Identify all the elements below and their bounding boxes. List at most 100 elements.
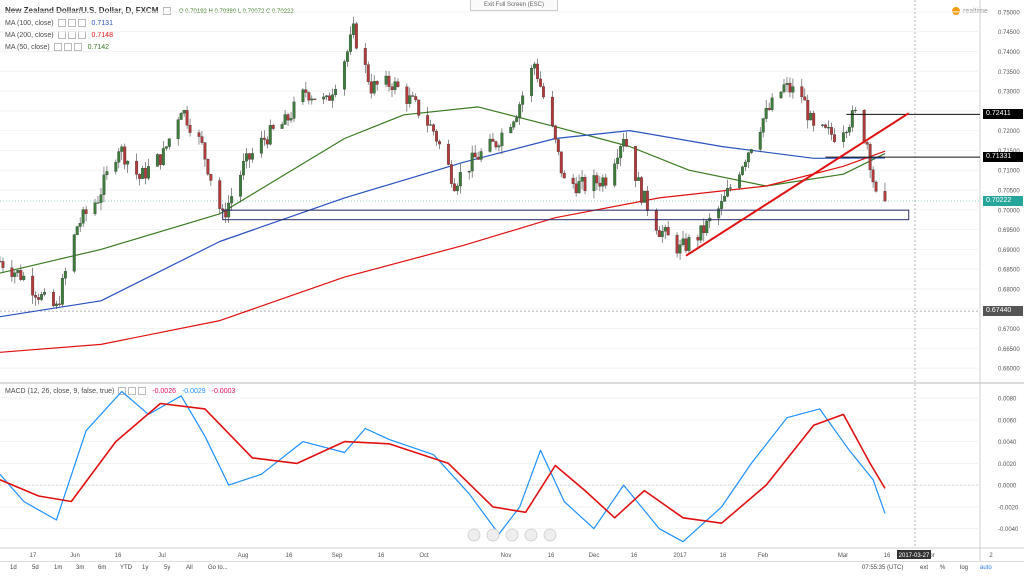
exit-fullscreen-button[interactable]: Exit Full Screen (ESC) <box>470 0 558 11</box>
time-tick-label: Sep <box>332 553 343 559</box>
candle-down <box>206 158 210 175</box>
chart-canvas[interactable]: 0.750000.745000.740000.735000.730000.725… <box>0 0 1024 561</box>
candle-up <box>72 234 76 272</box>
drawings[interactable] <box>222 112 980 257</box>
ma50-value: 0.7142 <box>87 43 110 51</box>
gear-icon[interactable] <box>128 387 137 395</box>
close-icon[interactable] <box>73 43 82 51</box>
eye-icon[interactable] <box>53 43 62 51</box>
candle-up <box>518 104 522 118</box>
candle-down <box>438 141 441 145</box>
ma200-line <box>0 150 886 353</box>
ma100-line <box>0 130 886 318</box>
candle-up <box>497 145 501 148</box>
candle-down <box>369 81 373 94</box>
candle-down <box>803 96 807 101</box>
timeframe-button[interactable]: 5y <box>164 565 171 571</box>
ma50-label: MA (50, close) <box>5 43 50 51</box>
candle-down <box>542 86 545 98</box>
candle-down <box>874 181 878 192</box>
grid <box>0 0 1024 561</box>
scale-option-button[interactable]: % <box>940 565 946 571</box>
macd-tick-label: 0.0080 <box>998 397 1017 403</box>
time-tick-label: Aug <box>238 553 249 559</box>
candle-up <box>720 201 724 209</box>
candle-up <box>322 96 326 100</box>
ma200-label: MA (200, close) <box>5 31 54 39</box>
scale-option-button[interactable]: ext <box>920 565 929 571</box>
candle-up <box>764 108 768 119</box>
candle-down <box>574 183 578 194</box>
candle-up <box>743 161 747 168</box>
price-tick-label: 0.70000 <box>998 208 1020 214</box>
close-icon[interactable] <box>138 387 147 395</box>
candle-up <box>758 132 762 150</box>
candle-up <box>60 278 64 305</box>
candle-up <box>521 95 525 105</box>
scale-option-button[interactable]: auto <box>980 565 992 571</box>
timeframe-button[interactable]: 1d <box>10 565 17 571</box>
candle-down <box>185 110 189 126</box>
timeframe-button[interactable]: All <box>186 565 193 571</box>
candle-up <box>479 151 483 160</box>
candle-up <box>533 63 536 69</box>
candle-up <box>268 125 272 145</box>
candle-up <box>22 275 26 280</box>
candle-up <box>93 202 97 214</box>
legend-ma100[interactable]: MA (100, close) 0.7131 <box>5 19 113 27</box>
candle-up <box>334 89 338 96</box>
macd-tick-label: 0.0020 <box>998 462 1017 468</box>
candle-up <box>343 61 346 90</box>
symbol-title[interactable]: New Zealand Dollar/U.S. Dollar, D, FXCM <box>5 6 159 15</box>
candle-down <box>52 292 55 307</box>
price-tick-label: 0.71000 <box>998 169 1020 175</box>
candles <box>0 16 887 309</box>
legend-macd[interactable]: MACD (12, 26, close, 9, false, true) -0.… <box>5 387 235 395</box>
candle-up <box>346 51 349 62</box>
scale-option-button[interactable]: log <box>960 565 969 571</box>
candle-down <box>583 177 587 192</box>
candle-down <box>218 180 222 209</box>
candle-up <box>619 146 623 159</box>
timeframe-button[interactable]: 1m <box>54 565 63 571</box>
gear-icon[interactable] <box>67 19 76 27</box>
timeframe-button[interactable]: 1y <box>142 565 149 571</box>
candle-down <box>562 172 566 179</box>
candle-up <box>393 81 397 90</box>
candle-down <box>286 114 290 121</box>
time-tick-label: 16 <box>548 553 555 559</box>
price-tick-label: 0.74000 <box>998 50 1020 56</box>
candle-up <box>325 95 329 98</box>
chart-nav-button <box>524 528 538 542</box>
candle-down <box>435 131 438 142</box>
eye-icon[interactable] <box>118 387 127 395</box>
candle-down <box>539 78 542 87</box>
candle-up <box>167 138 171 147</box>
gear-icon[interactable] <box>63 43 72 51</box>
price-badge: 0.72411 <box>983 109 1023 120</box>
candle-up <box>470 152 474 172</box>
candle-down <box>307 92 311 101</box>
eye-icon[interactable] <box>57 19 66 27</box>
timeframe-button[interactable]: YTD <box>120 565 132 571</box>
settings-icon[interactable] <box>162 6 171 15</box>
ma100-label: MA (100, close) <box>5 19 54 27</box>
timeframe-button[interactable]: 5d <box>32 565 39 571</box>
legend-ma50[interactable]: MA (50, close) 0.7142 <box>5 43 109 51</box>
timeframe-button[interactable]: 6m <box>98 565 107 571</box>
candle-down <box>702 225 706 234</box>
time-tick-label: Nov <box>501 553 512 559</box>
candle-up <box>105 171 109 176</box>
close-icon[interactable] <box>77 19 86 27</box>
candle-down <box>304 89 308 93</box>
macd-pane <box>0 390 886 543</box>
timeframe-button[interactable]: Go to... <box>208 565 228 571</box>
time-tick-label: 16 <box>720 553 727 559</box>
candle-up <box>827 127 830 129</box>
candle-down <box>1 261 5 268</box>
timeframe-button[interactable]: 3m <box>76 565 85 571</box>
candle-up <box>155 154 159 167</box>
candle-up <box>853 109 857 112</box>
candle-up <box>678 244 682 254</box>
candle-down <box>654 210 658 231</box>
